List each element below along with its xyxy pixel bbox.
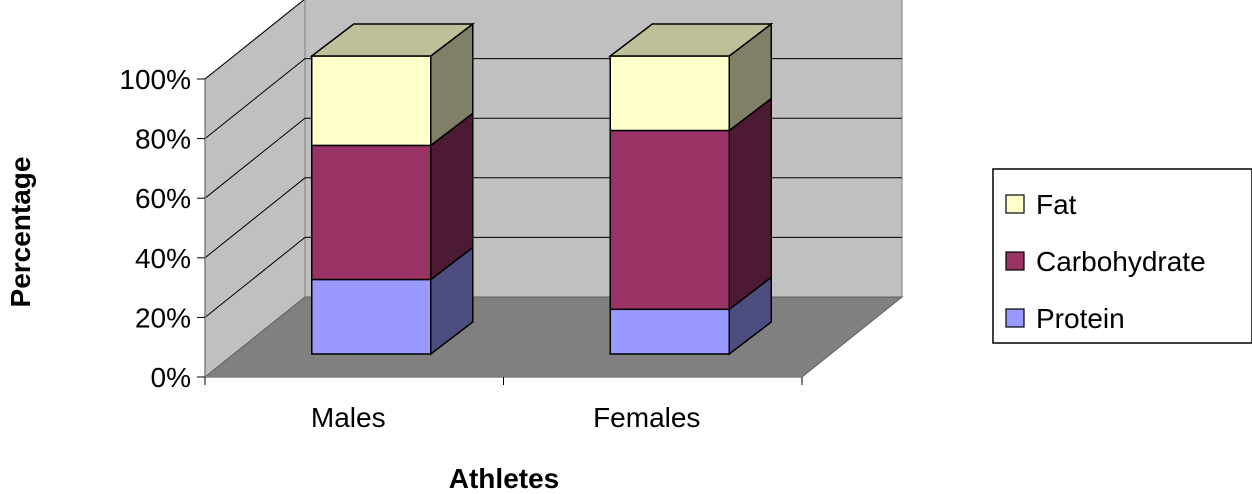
legend-item-carbohydrate: Carbohydrate: [1005, 246, 1206, 277]
y-tick-label: 20%: [135, 302, 191, 333]
x-tick-label: Males: [311, 402, 386, 433]
bar-segment-fat: [608, 22, 774, 133]
legend-label: Carbohydrate: [1036, 246, 1206, 277]
bar-front: [609, 308, 730, 355]
x-axis-title: Athletes: [449, 463, 559, 494]
bar-front: [609, 129, 730, 311]
legend-swatch: [1005, 194, 1025, 214]
x-axis-ticks: Males Females: [204, 377, 803, 433]
bar-front: [609, 55, 730, 132]
y-tick-label: 100%: [119, 64, 191, 95]
bar-segment-protein: [609, 275, 772, 356]
legend-label: Protein: [1036, 303, 1125, 334]
y-axis-ticks: 0% 20% 40% 60% 80% 100%: [119, 64, 205, 393]
y-tick-label: 80%: [135, 124, 191, 155]
legend-item-fat: Fat: [1005, 189, 1077, 220]
y-tick-label: 0%: [151, 362, 191, 393]
bar-top: [608, 23, 774, 57]
y-tick-label: 40%: [135, 243, 191, 274]
bar-front: [311, 278, 432, 355]
legend-item-protein: Protein: [1005, 303, 1125, 334]
x-tick-label: Females: [593, 402, 700, 433]
legend-swatch: [1005, 308, 1025, 328]
bar-segment-protein: [311, 245, 474, 356]
bar-front: [311, 144, 432, 281]
legend-label: Fat: [1036, 189, 1077, 220]
legend-swatch: [1005, 251, 1025, 271]
y-axis-title: Percentage: [5, 157, 36, 308]
floor: [203, 296, 904, 378]
bar-segment-fat: [309, 22, 475, 147]
bar-top: [309, 23, 475, 57]
legend-box: [992, 168, 1252, 344]
bar-segment-carbohydrate: [609, 96, 772, 311]
bar-front: [311, 55, 432, 147]
y-tick-label: 60%: [135, 183, 191, 214]
gridline: [204, 0, 305, 80]
bar-side: [728, 96, 772, 311]
legend: Fat Carbohydrate Protein: [992, 168, 1252, 344]
plot-area: [203, 0, 904, 379]
